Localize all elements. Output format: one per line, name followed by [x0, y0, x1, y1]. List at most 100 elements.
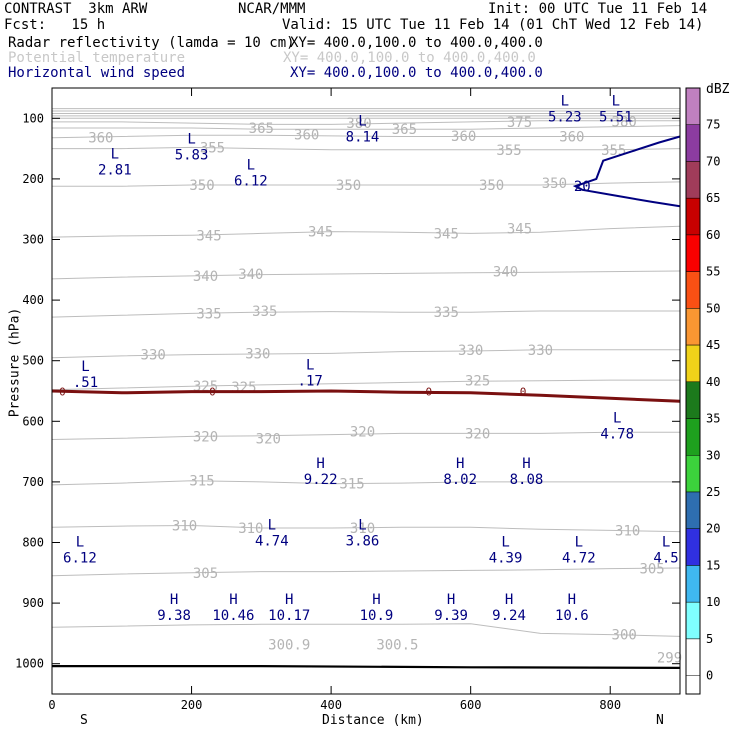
- theta-label: 345: [308, 225, 333, 241]
- wind-high-marker: H: [285, 592, 293, 608]
- field-name-theta: Potential temperature: [8, 50, 186, 66]
- theta-label: 360: [559, 129, 584, 145]
- theta-contour-line: [51, 431, 680, 440]
- theta-label: 310: [615, 523, 640, 539]
- theta-label: 340: [238, 267, 263, 283]
- wind-extreme-value: 4.5: [653, 551, 678, 567]
- theta-label: 340: [193, 269, 218, 285]
- init-time: Init: 00 UTC Tue 11 Feb 14: [488, 1, 708, 17]
- y-tick-label: 200: [22, 172, 44, 186]
- theta-label: 300.5: [376, 637, 418, 653]
- wind-high-marker: H: [372, 592, 380, 608]
- theta-label: 375: [507, 115, 532, 131]
- colorbar-swatch: [685, 455, 701, 493]
- theta-label: 360: [451, 129, 476, 145]
- wind-low-marker: L: [561, 93, 569, 109]
- colorbar-level-label: 50: [706, 301, 720, 315]
- theta-contour-line: [52, 125, 681, 130]
- theta-label: 345: [196, 228, 221, 244]
- theta-contour-line: [52, 181, 681, 187]
- wind-extreme-value: 4.74: [255, 534, 289, 550]
- wind-high-marker: H: [568, 592, 576, 608]
- wind-low-marker: L: [358, 113, 366, 129]
- colorbar-level-label: 15: [706, 558, 720, 572]
- wind-extreme-value: 3.86: [346, 534, 380, 550]
- colorbar-level-label: 35: [706, 412, 720, 426]
- colorbar-swatch: [685, 528, 701, 566]
- wind-extreme-value: .17: [298, 374, 323, 390]
- wind-extreme-value: 5.83: [175, 148, 209, 164]
- wind-low-marker: L: [247, 158, 255, 174]
- wind-high-marker: H: [229, 592, 237, 608]
- wind-extreme-value: 6.12: [63, 551, 97, 567]
- colorbar-swatch: [685, 87, 701, 125]
- wind-high-marker: H: [447, 592, 455, 608]
- theta-label: 330: [458, 343, 483, 359]
- theta-contour-line: [52, 120, 680, 125]
- wind-extreme-value: 4.72: [562, 551, 596, 567]
- colorbar-swatch: [685, 601, 701, 640]
- theta-label: 315: [339, 477, 364, 493]
- theta-contour-line: [51, 225, 681, 238]
- wind-extreme-value: 9.24: [492, 608, 526, 624]
- colorbar-level-label: 65: [706, 191, 720, 205]
- freezing-level-label: 0: [59, 386, 66, 399]
- theta-label: 340: [493, 265, 518, 281]
- x-tick-label: 800: [599, 698, 621, 712]
- valid-time: Valid: 15 UTC Tue 11 Feb 14 (01 ChT Wed …: [282, 17, 704, 33]
- x-tick-label: 0: [48, 698, 55, 712]
- forecast-hour: Fcst: 15 h: [4, 17, 106, 33]
- theta-label: 365: [392, 122, 417, 138]
- theta-label: 380: [346, 116, 371, 132]
- wind-extreme-value: 9.22: [304, 472, 338, 488]
- theta-label: 350: [336, 178, 361, 194]
- wind-low-marker: L: [268, 518, 276, 534]
- x-tick-label: 600: [460, 698, 482, 712]
- x-axis-title: Distance (km): [322, 713, 424, 728]
- wind-high-marker: H: [456, 456, 464, 472]
- wind-extreme-value: 8.08: [510, 472, 544, 488]
- theta-contour-line: [51, 480, 680, 486]
- wind-extreme-value: 10.6: [555, 608, 589, 624]
- wind-extreme-value: 4.39: [489, 551, 523, 567]
- y-tick-label: 1000: [15, 657, 44, 671]
- wind-low-marker: L: [187, 132, 195, 148]
- colorbar-level-label: 25: [706, 485, 720, 499]
- wind-extreme-value: 8.14: [346, 129, 380, 145]
- wind-extreme-value: 2.81: [98, 163, 132, 179]
- theta-contour-line: [51, 310, 680, 318]
- freezing-level-line: [51, 389, 681, 403]
- theta-label: 335: [252, 304, 277, 320]
- wind-high-marker: H: [505, 592, 513, 608]
- wind-extreme-value: 10.17: [268, 608, 310, 624]
- colorbar-swatch: [685, 381, 701, 419]
- theta-label: 305: [193, 566, 218, 582]
- colorbar-swatch: [685, 491, 701, 529]
- model-title: CONTRAST 3km ARW: [4, 1, 148, 17]
- x-tick-label: 400: [320, 698, 342, 712]
- wind-speed-contour: [572, 135, 681, 208]
- theta-label: 325: [231, 380, 256, 396]
- theta-label: 380: [612, 114, 637, 130]
- wind-low-marker: L: [111, 147, 119, 163]
- wind-extreme-value: 9.39: [434, 608, 468, 624]
- y-tick-label: 600: [22, 414, 44, 428]
- colorbar-swatch: [685, 197, 701, 236]
- y-tick-label: 300: [22, 233, 44, 247]
- wind-extreme-value: 10.46: [212, 608, 254, 624]
- theta-contour-line: [51, 623, 681, 637]
- wind-low-marker: L: [306, 358, 314, 374]
- plot-frame: [51, 87, 681, 695]
- wind-low-marker: L: [613, 410, 621, 426]
- theta-label: 330: [528, 343, 553, 359]
- colorbar-frame: [685, 87, 701, 695]
- freezing-level-label: 0: [425, 386, 432, 399]
- theta-contour-line: [51, 379, 680, 391]
- wind-extreme-value: 5.23: [548, 109, 582, 125]
- theta-label: 350: [479, 178, 504, 194]
- colorbar-unit: dBZ: [706, 82, 730, 97]
- field-xy-reflectivity: XY= 400.0,100.0 to 400.0,400.0: [290, 35, 543, 51]
- colorbar-level-label: 40: [706, 375, 720, 389]
- theta-label: 299: [657, 651, 682, 667]
